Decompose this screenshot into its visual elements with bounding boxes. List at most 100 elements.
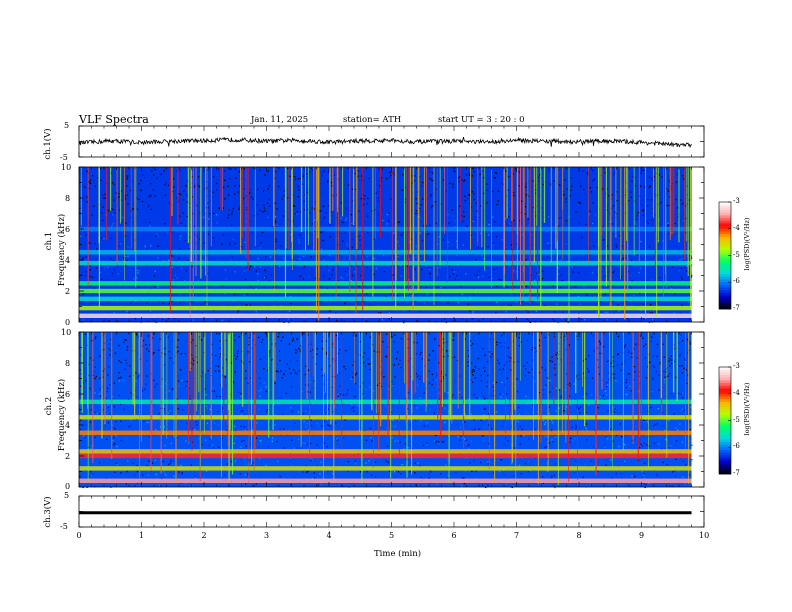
ch1-spectrogram-band-6 <box>79 250 692 255</box>
ch1-colorbar-segment <box>719 258 731 262</box>
ch2-colorbar-segment <box>719 468 731 472</box>
ch2-colorbar-segment <box>719 452 731 456</box>
ch1-spec-ytick-8: 8 <box>65 194 71 203</box>
ch2-colorbar-segment <box>719 436 731 440</box>
x-tick-label-7: 7 <box>514 531 520 540</box>
ch1-colorbar-segment <box>719 266 731 270</box>
ch2-colorbar-segment <box>719 399 731 403</box>
ch1-colorbar-segment <box>719 215 731 219</box>
ch1-colorbar-segment <box>719 300 731 305</box>
x-tick-label-1: 1 <box>139 531 145 540</box>
ch1-colorbar-tick-1: -4 <box>733 223 740 232</box>
x-tick-label-4: 4 <box>326 531 332 540</box>
ch2-spectrogram-band-0 <box>79 478 692 483</box>
ch2-spectrogram-band-4 <box>79 430 692 435</box>
ch1-colorbar-segment <box>719 282 731 286</box>
ch2-colorbar-segment <box>719 433 731 437</box>
ch2-spectrogram-band-1 <box>79 466 692 471</box>
x-tick-label-0: 0 <box>76 531 82 540</box>
ch1-colorbar-segment <box>719 236 731 240</box>
ch2-colorbar-segment <box>719 412 731 416</box>
ch2-colorbar-segment <box>719 407 731 411</box>
ch1-colorbar-segment <box>719 220 731 224</box>
ch1-colorbar-tick-4: -7 <box>733 304 740 312</box>
ch1-colorbar-segment <box>719 276 731 280</box>
ch1-colorbar-segment <box>719 303 731 307</box>
ch2-colorbar-segment <box>719 417 731 421</box>
ch1-spectrogram-band-0 <box>79 313 692 318</box>
ch2-colorbar-segment <box>719 396 731 400</box>
ch1-colorbar-segment <box>719 210 731 214</box>
ch1-colorbar-segment <box>719 263 731 267</box>
ch1-spectrogram-band-4 <box>79 281 692 286</box>
ch1-colorbar-segment <box>719 274 731 278</box>
ch2-colorbar-segment <box>719 428 731 432</box>
ch1-spectrogram-band-1 <box>79 305 692 311</box>
ch1-spec-ytick-2: 2 <box>65 287 71 296</box>
ch1-colorbar-segment <box>719 250 731 254</box>
ch2-spec-ytick-4: 4 <box>65 421 71 430</box>
ch1-colorbar-segment <box>719 239 731 243</box>
ch1-colorbar-segment <box>719 204 731 208</box>
x-tick-label-10: 10 <box>699 531 710 540</box>
ch2-colorbar-segment <box>719 420 731 424</box>
ch1-ytick-bottom: -5 <box>60 153 68 162</box>
ch1-colorbar-segment <box>719 298 731 302</box>
ch1-colorbar-segment <box>719 231 731 235</box>
ch3-ytick-bottom: -5 <box>60 522 68 531</box>
ch1-colorbar-segment <box>719 306 731 310</box>
ch1-colorbar-segment <box>719 292 731 297</box>
ch2-colorbar-segment <box>719 425 731 429</box>
ch2-colorbar-segment <box>719 409 731 413</box>
ch2-colorbar-segment <box>719 388 731 392</box>
ch2-spec-ytick-8: 8 <box>65 359 71 368</box>
ch2-colorbar-segment <box>719 391 731 395</box>
ch1-colorbar-segment <box>719 260 731 264</box>
ch2-colorbar-segment <box>719 375 731 379</box>
x-axis-label: Time (min) <box>374 549 422 559</box>
x-tick-label-8: 8 <box>576 531 582 540</box>
ch1-colorbar-segment <box>719 218 731 222</box>
ch1-colorbar-segment <box>719 247 731 251</box>
figure-title: VLF Spectra <box>79 113 149 126</box>
x-tick-label-5: 5 <box>389 531 395 540</box>
ch2-colorbar-tick-3: -6 <box>733 442 740 451</box>
ch1-colorbar-tick-0: -3 <box>733 197 740 205</box>
ch2-colorbar-segment <box>719 401 731 405</box>
ch1-colorbar-segment <box>719 244 731 248</box>
ch2-colorbar-segment <box>719 367 731 371</box>
ch1-spec-ytick-6: 6 <box>65 225 71 234</box>
ch2-colorbar-segment <box>719 369 731 373</box>
ch1-spec-ytick-10: 10 <box>61 163 72 172</box>
ch2-colorbar-segment <box>719 385 731 389</box>
ch2-spectrogram-band-2 <box>79 453 692 459</box>
ch1-colorbar-tick-2: -5 <box>733 250 740 259</box>
ch2-colorbar-segment <box>719 455 731 459</box>
ch1-colorbar-tick-3: -6 <box>733 277 740 286</box>
ch2-colorbar-segment <box>719 404 731 408</box>
x-tick-label-3: 3 <box>264 531 270 540</box>
ch1-waveform-trace <box>78 136 692 149</box>
ch1-spectrogram-band-3 <box>79 288 692 294</box>
x-tick-label-6: 6 <box>451 531 457 540</box>
date-label: Jan. 11, 2025 <box>251 115 309 125</box>
ch1-colorbar-segment <box>719 226 731 230</box>
ch1-spectrogram-sferics <box>80 167 691 321</box>
ch2-spectrogram-sferics <box>81 332 690 485</box>
ch2-colorbar-segment <box>719 447 731 451</box>
ch1-spec-ytick-4: 4 <box>65 256 71 265</box>
ch1-colorbar-segment <box>719 287 731 291</box>
ch1-colorbar-segment <box>719 295 731 299</box>
ch1-colorbar-segment <box>719 252 731 256</box>
ch2-colorbar-segment <box>719 463 731 467</box>
ch2-colorbar-segment <box>719 460 731 464</box>
ch1-colorbar-segment <box>719 255 731 259</box>
ch2-colorbar-segment <box>719 449 731 453</box>
ch2-spec-ytick-2: 2 <box>65 452 71 461</box>
ch1-colorbar-segment <box>719 268 731 272</box>
ch1-colorbar-segment <box>719 242 731 246</box>
ch1-colorbar-segment <box>719 212 731 216</box>
ch1-spectrogram-band-2 <box>79 296 692 301</box>
x-tick-label-9: 9 <box>639 531 645 540</box>
ch2-colorbar-segment <box>719 465 731 470</box>
